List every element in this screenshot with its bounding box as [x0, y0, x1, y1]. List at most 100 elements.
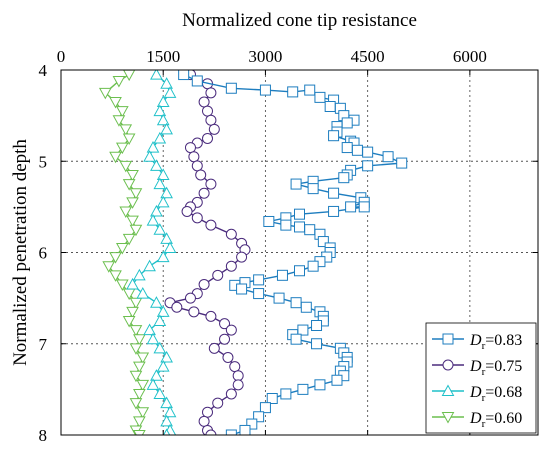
data-point	[297, 383, 309, 395]
data-point	[208, 123, 220, 135]
data-point	[109, 252, 122, 264]
data-point	[205, 310, 217, 322]
data-point	[324, 101, 336, 112]
data-point	[171, 301, 183, 313]
y-tick-label: 8	[39, 426, 48, 445]
data-point	[184, 292, 196, 304]
data-point	[290, 333, 302, 345]
data-point	[129, 297, 143, 310]
data-point	[126, 169, 139, 182]
data-point	[338, 172, 350, 184]
data-point	[150, 296, 163, 308]
data-point	[191, 160, 203, 172]
data-point	[136, 407, 150, 419]
data-point	[246, 418, 258, 430]
series-1	[164, 70, 251, 435]
data-point	[382, 151, 394, 163]
data-point	[136, 287, 150, 299]
data-point	[126, 277, 139, 290]
data-point	[304, 84, 316, 96]
data-point	[146, 141, 160, 153]
data-point	[225, 429, 237, 435]
data-point	[225, 388, 237, 400]
data-point	[129, 325, 143, 337]
data-point	[129, 188, 143, 200]
data-point	[297, 324, 309, 336]
data-point	[129, 343, 143, 355]
data-point	[314, 379, 326, 391]
data-point	[219, 318, 231, 330]
data-point	[191, 75, 203, 87]
data-point	[150, 369, 163, 381]
data-point	[153, 104, 167, 117]
data-point	[184, 142, 196, 154]
legend-label: Dr=0.83	[469, 332, 522, 352]
data-point	[307, 260, 319, 272]
data-point	[143, 150, 156, 162]
data-point	[109, 96, 122, 109]
x-tick-label: 6000	[453, 47, 487, 66]
series-2	[126, 70, 177, 435]
data-point	[146, 332, 160, 345]
data-point	[112, 115, 126, 127]
data-point	[126, 197, 139, 209]
data-point	[236, 251, 248, 263]
data-point	[205, 429, 217, 435]
legend-marker	[441, 412, 455, 424]
data-point	[136, 352, 150, 364]
y-tick-label: 6	[39, 244, 48, 263]
data-point	[328, 187, 340, 199]
data-point	[351, 144, 363, 156]
data-point	[396, 157, 408, 169]
data-point	[146, 214, 160, 226]
data-point	[122, 179, 136, 191]
data-point	[276, 269, 288, 281]
data-point	[331, 374, 343, 386]
data-point	[311, 338, 323, 350]
data-point	[181, 205, 193, 217]
data-point	[253, 288, 265, 300]
data-point	[133, 268, 146, 281]
data-point	[290, 178, 302, 190]
data-point	[153, 131, 167, 144]
data-point	[225, 260, 237, 272]
y-tick-label: 4	[39, 61, 48, 80]
data-point	[188, 151, 200, 163]
data-point	[205, 219, 217, 231]
data-point	[236, 283, 248, 295]
data-point	[102, 261, 116, 273]
data-point	[160, 232, 173, 244]
data-point	[195, 169, 207, 181]
data-point	[202, 105, 214, 117]
data-point	[150, 204, 163, 217]
legend-label: Dr=0.75	[469, 358, 522, 378]
data-point	[232, 370, 244, 382]
data-point	[225, 82, 237, 94]
data-point	[307, 183, 319, 195]
data-point	[205, 87, 217, 99]
data-point	[122, 288, 136, 301]
data-point	[225, 324, 237, 336]
data-point	[314, 91, 326, 103]
data-point	[198, 187, 210, 199]
data-point	[143, 323, 156, 336]
data-point	[362, 146, 374, 158]
data-point	[294, 208, 305, 220]
data-point	[287, 86, 299, 98]
x-tick-label: 3000	[248, 47, 282, 66]
data-point	[126, 215, 139, 228]
data-point	[163, 86, 177, 98]
data-point	[208, 342, 220, 354]
series-line	[168, 73, 246, 435]
data-point	[202, 132, 214, 144]
data-point	[253, 274, 265, 286]
legend-marker	[442, 333, 454, 345]
data-point	[259, 84, 271, 96]
x-tick-label: 1500	[146, 47, 180, 66]
data-point	[129, 224, 143, 237]
data-point	[119, 160, 133, 173]
y-axis-title: Normalized penetration depth	[10, 139, 31, 366]
data-point	[160, 186, 173, 199]
